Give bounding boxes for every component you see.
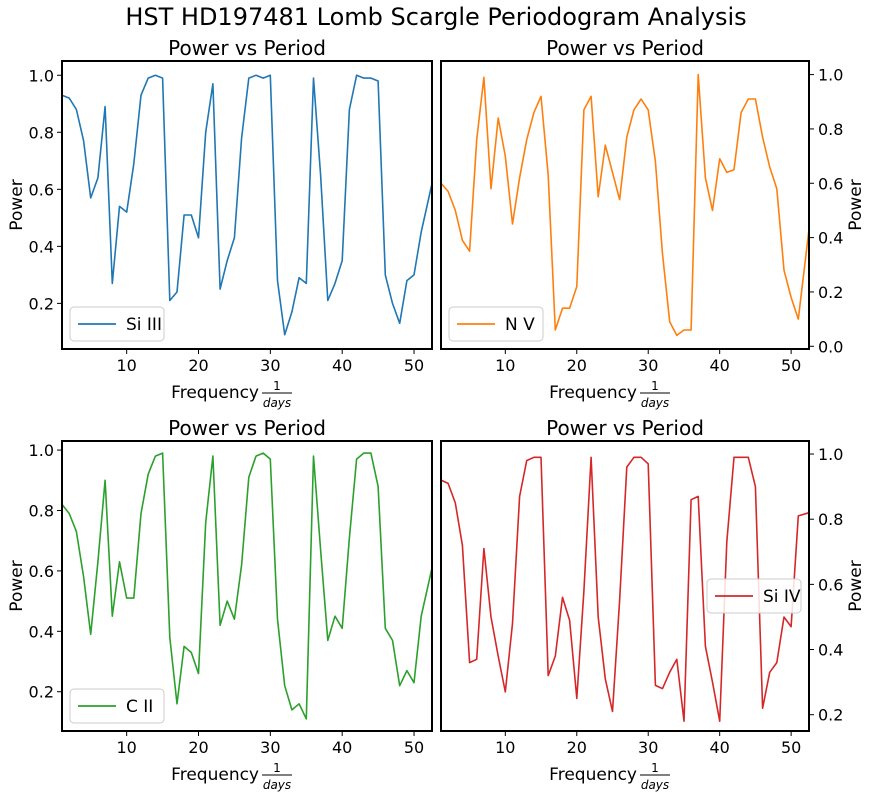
- x-tick-label: 10: [495, 738, 515, 757]
- x-tick-label: 30: [260, 738, 280, 757]
- x-axis-label-fraction-numerator: 1: [651, 761, 659, 775]
- x-axis-label: Frequency: [171, 765, 259, 785]
- x-tick-label: 20: [567, 356, 587, 375]
- subplot-title: Power vs Period: [168, 416, 326, 440]
- x-tick-label: 40: [332, 738, 352, 757]
- x-axis-label-fraction-denominator: days: [641, 778, 669, 792]
- x-tick-label: 50: [781, 738, 801, 757]
- x-tick-label: 30: [260, 356, 280, 375]
- subplot-2: Power vs Period 10 20 30 40 50 0.0 0.2 0.4 0.6 0.8…: [440, 36, 866, 410]
- y-tick-label: 0.8: [818, 120, 843, 139]
- legend-box: [706, 578, 802, 614]
- series-line-si-iv: [440, 456, 810, 723]
- y-tick-label: 0.6: [29, 562, 54, 581]
- legend-label: N V: [505, 315, 535, 335]
- x-tick-label: 40: [709, 738, 729, 757]
- y-tick-label: 0.8: [818, 510, 843, 529]
- y-axis-label: Power: [846, 560, 866, 611]
- legend: C II: [69, 688, 165, 724]
- legend: Si III: [69, 306, 165, 342]
- y-tick-label: 1.0: [818, 66, 843, 85]
- y-tick-label: 1.0: [29, 66, 54, 85]
- plot-frame: [61, 440, 433, 732]
- series-line-n-v: [440, 73, 810, 337]
- legend-label: Si IV: [763, 587, 801, 607]
- x-tick-label: 20: [567, 738, 587, 757]
- subplot-1: Power vs Period 10 20 30 40 50 0.2 0.4 0.6 0.8 1.0…: [7, 36, 433, 410]
- y-axis-label: Power: [7, 179, 27, 230]
- y-tick-label: 0.8: [29, 501, 54, 520]
- x-axis-label: Frequency: [171, 383, 259, 403]
- y-tick-label: 0.2: [818, 283, 843, 302]
- legend-label: C II: [126, 697, 153, 717]
- x-tick-label: 10: [116, 738, 136, 757]
- legend-box: [448, 306, 544, 342]
- y-tick-label: 0.6: [818, 575, 843, 594]
- y-tick-label: 0.2: [29, 294, 54, 313]
- x-tick-label: 10: [116, 356, 136, 375]
- legend-box: [69, 688, 165, 724]
- y-tick-label: 0.8: [29, 123, 54, 142]
- y-axis-label: Power: [7, 560, 27, 611]
- y-tick-label: 0.2: [29, 683, 54, 702]
- y-tick-label: 1.0: [818, 445, 843, 464]
- x-tick-label: 30: [638, 738, 658, 757]
- x-axis-label: Frequency: [549, 383, 637, 403]
- subplot-3: Power vs Period 10 20 30 40 50 0.2 0.4 0.6 0.8 1.0…: [7, 416, 433, 792]
- y-tick-label: 0.4: [818, 641, 843, 660]
- x-tick-label: 40: [332, 356, 352, 375]
- x-tick-label: 10: [495, 356, 515, 375]
- y-tick-label: 0.2: [818, 706, 843, 725]
- x-axis-label: Frequency: [549, 765, 637, 785]
- series-line-si-iii: [61, 74, 433, 336]
- x-tick-label: 40: [709, 356, 729, 375]
- plot-frame: [440, 60, 810, 350]
- x-axis-label-fraction-numerator: 1: [651, 379, 659, 393]
- x-tick-label: 30: [638, 356, 658, 375]
- legend: N V: [448, 306, 544, 342]
- x-tick-label: 50: [781, 356, 801, 375]
- subplot-4: Power vs Period 10 20 30 40 50 0.2 0.4 0.6 0.8 1.0…: [440, 416, 866, 792]
- series-line-c-ii: [61, 452, 433, 720]
- x-tick-label: 20: [188, 738, 208, 757]
- x-axis-label-fraction-denominator: days: [263, 778, 291, 792]
- legend-label: Si III: [126, 315, 162, 335]
- y-tick-label: 1.0: [29, 441, 54, 460]
- x-axis-label-fraction-denominator: days: [641, 396, 669, 410]
- legend: Si IV: [706, 578, 802, 614]
- y-tick-label: 0.6: [29, 180, 54, 199]
- y-tick-label: 0.4: [29, 237, 54, 256]
- subplot-title: Power vs Period: [546, 416, 704, 440]
- x-tick-label: 50: [404, 356, 424, 375]
- x-axis-label-fraction-numerator: 1: [273, 379, 281, 393]
- figure-suptitle: HST HD197481 Lomb Scargle Periodogram An…: [125, 3, 747, 31]
- plot-frame: [61, 60, 433, 350]
- subplot-title: Power vs Period: [546, 36, 704, 60]
- y-axis-label: Power: [846, 179, 866, 230]
- x-tick-label: 20: [188, 356, 208, 375]
- y-tick-label: 0.6: [818, 174, 843, 193]
- y-tick-label: 0.4: [29, 622, 54, 641]
- subplot-title: Power vs Period: [168, 36, 326, 60]
- y-tick-label: 0.0: [818, 337, 843, 356]
- legend-box: [69, 306, 165, 342]
- x-axis-label-fraction-denominator: days: [263, 396, 291, 410]
- x-axis-label-fraction-numerator: 1: [273, 761, 281, 775]
- y-tick-label: 0.4: [818, 229, 843, 248]
- x-tick-label: 50: [404, 738, 424, 757]
- plot-frame: [440, 440, 810, 732]
